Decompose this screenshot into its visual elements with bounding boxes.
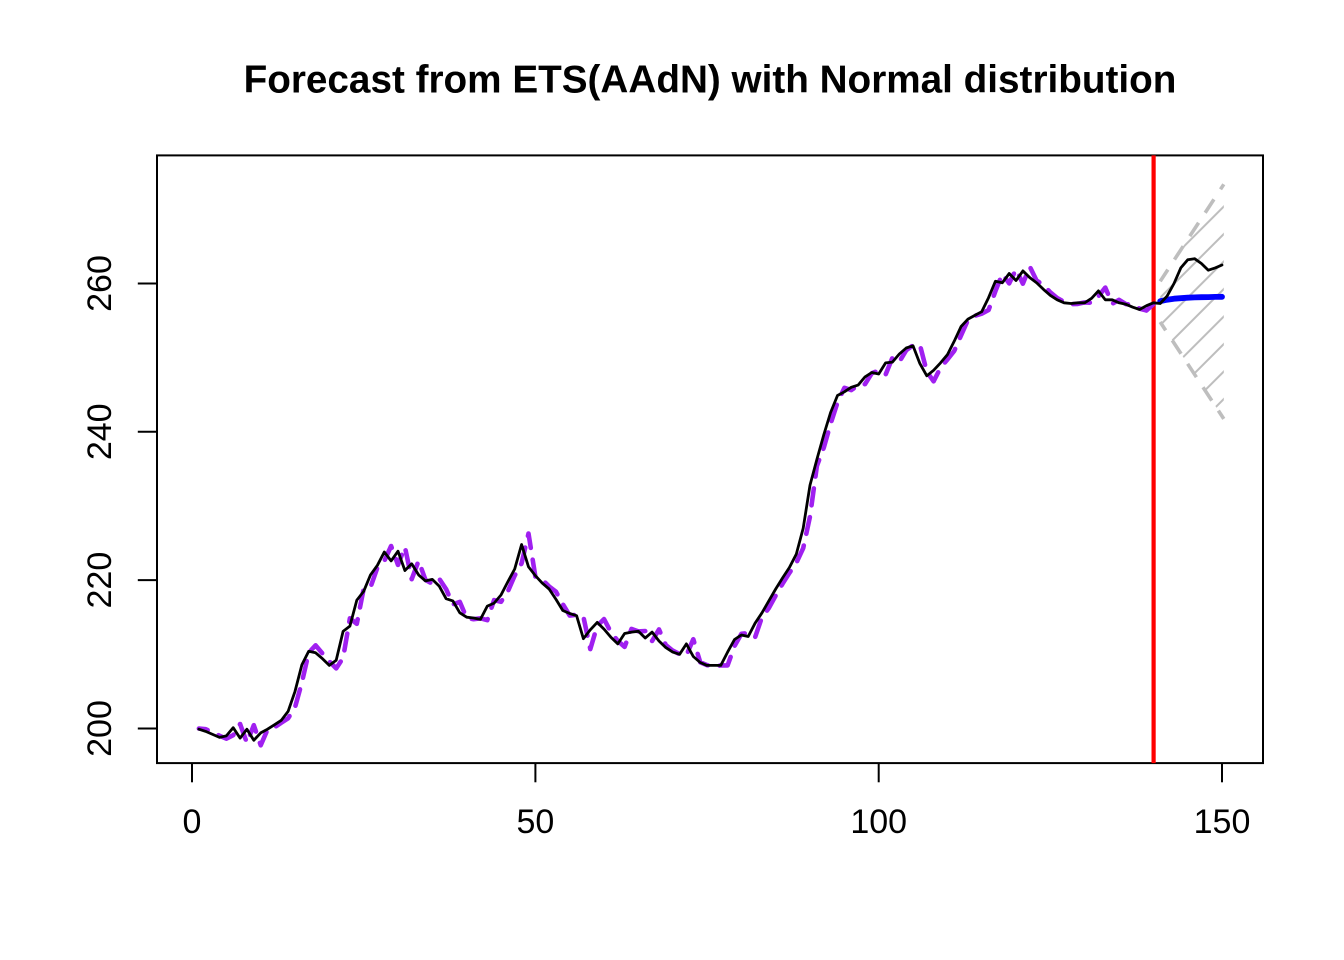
svg-text:220: 220 [81,552,119,609]
svg-text:150: 150 [1194,803,1251,841]
svg-text:0: 0 [183,803,202,841]
svg-text:260: 260 [81,255,119,312]
svg-text:Forecast from ETS(AAdN) with N: Forecast from ETS(AAdN) with Normal dist… [244,59,1177,102]
svg-text:200: 200 [81,700,119,757]
svg-text:50: 50 [516,803,554,841]
svg-text:240: 240 [81,403,119,460]
svg-text:100: 100 [850,803,907,841]
